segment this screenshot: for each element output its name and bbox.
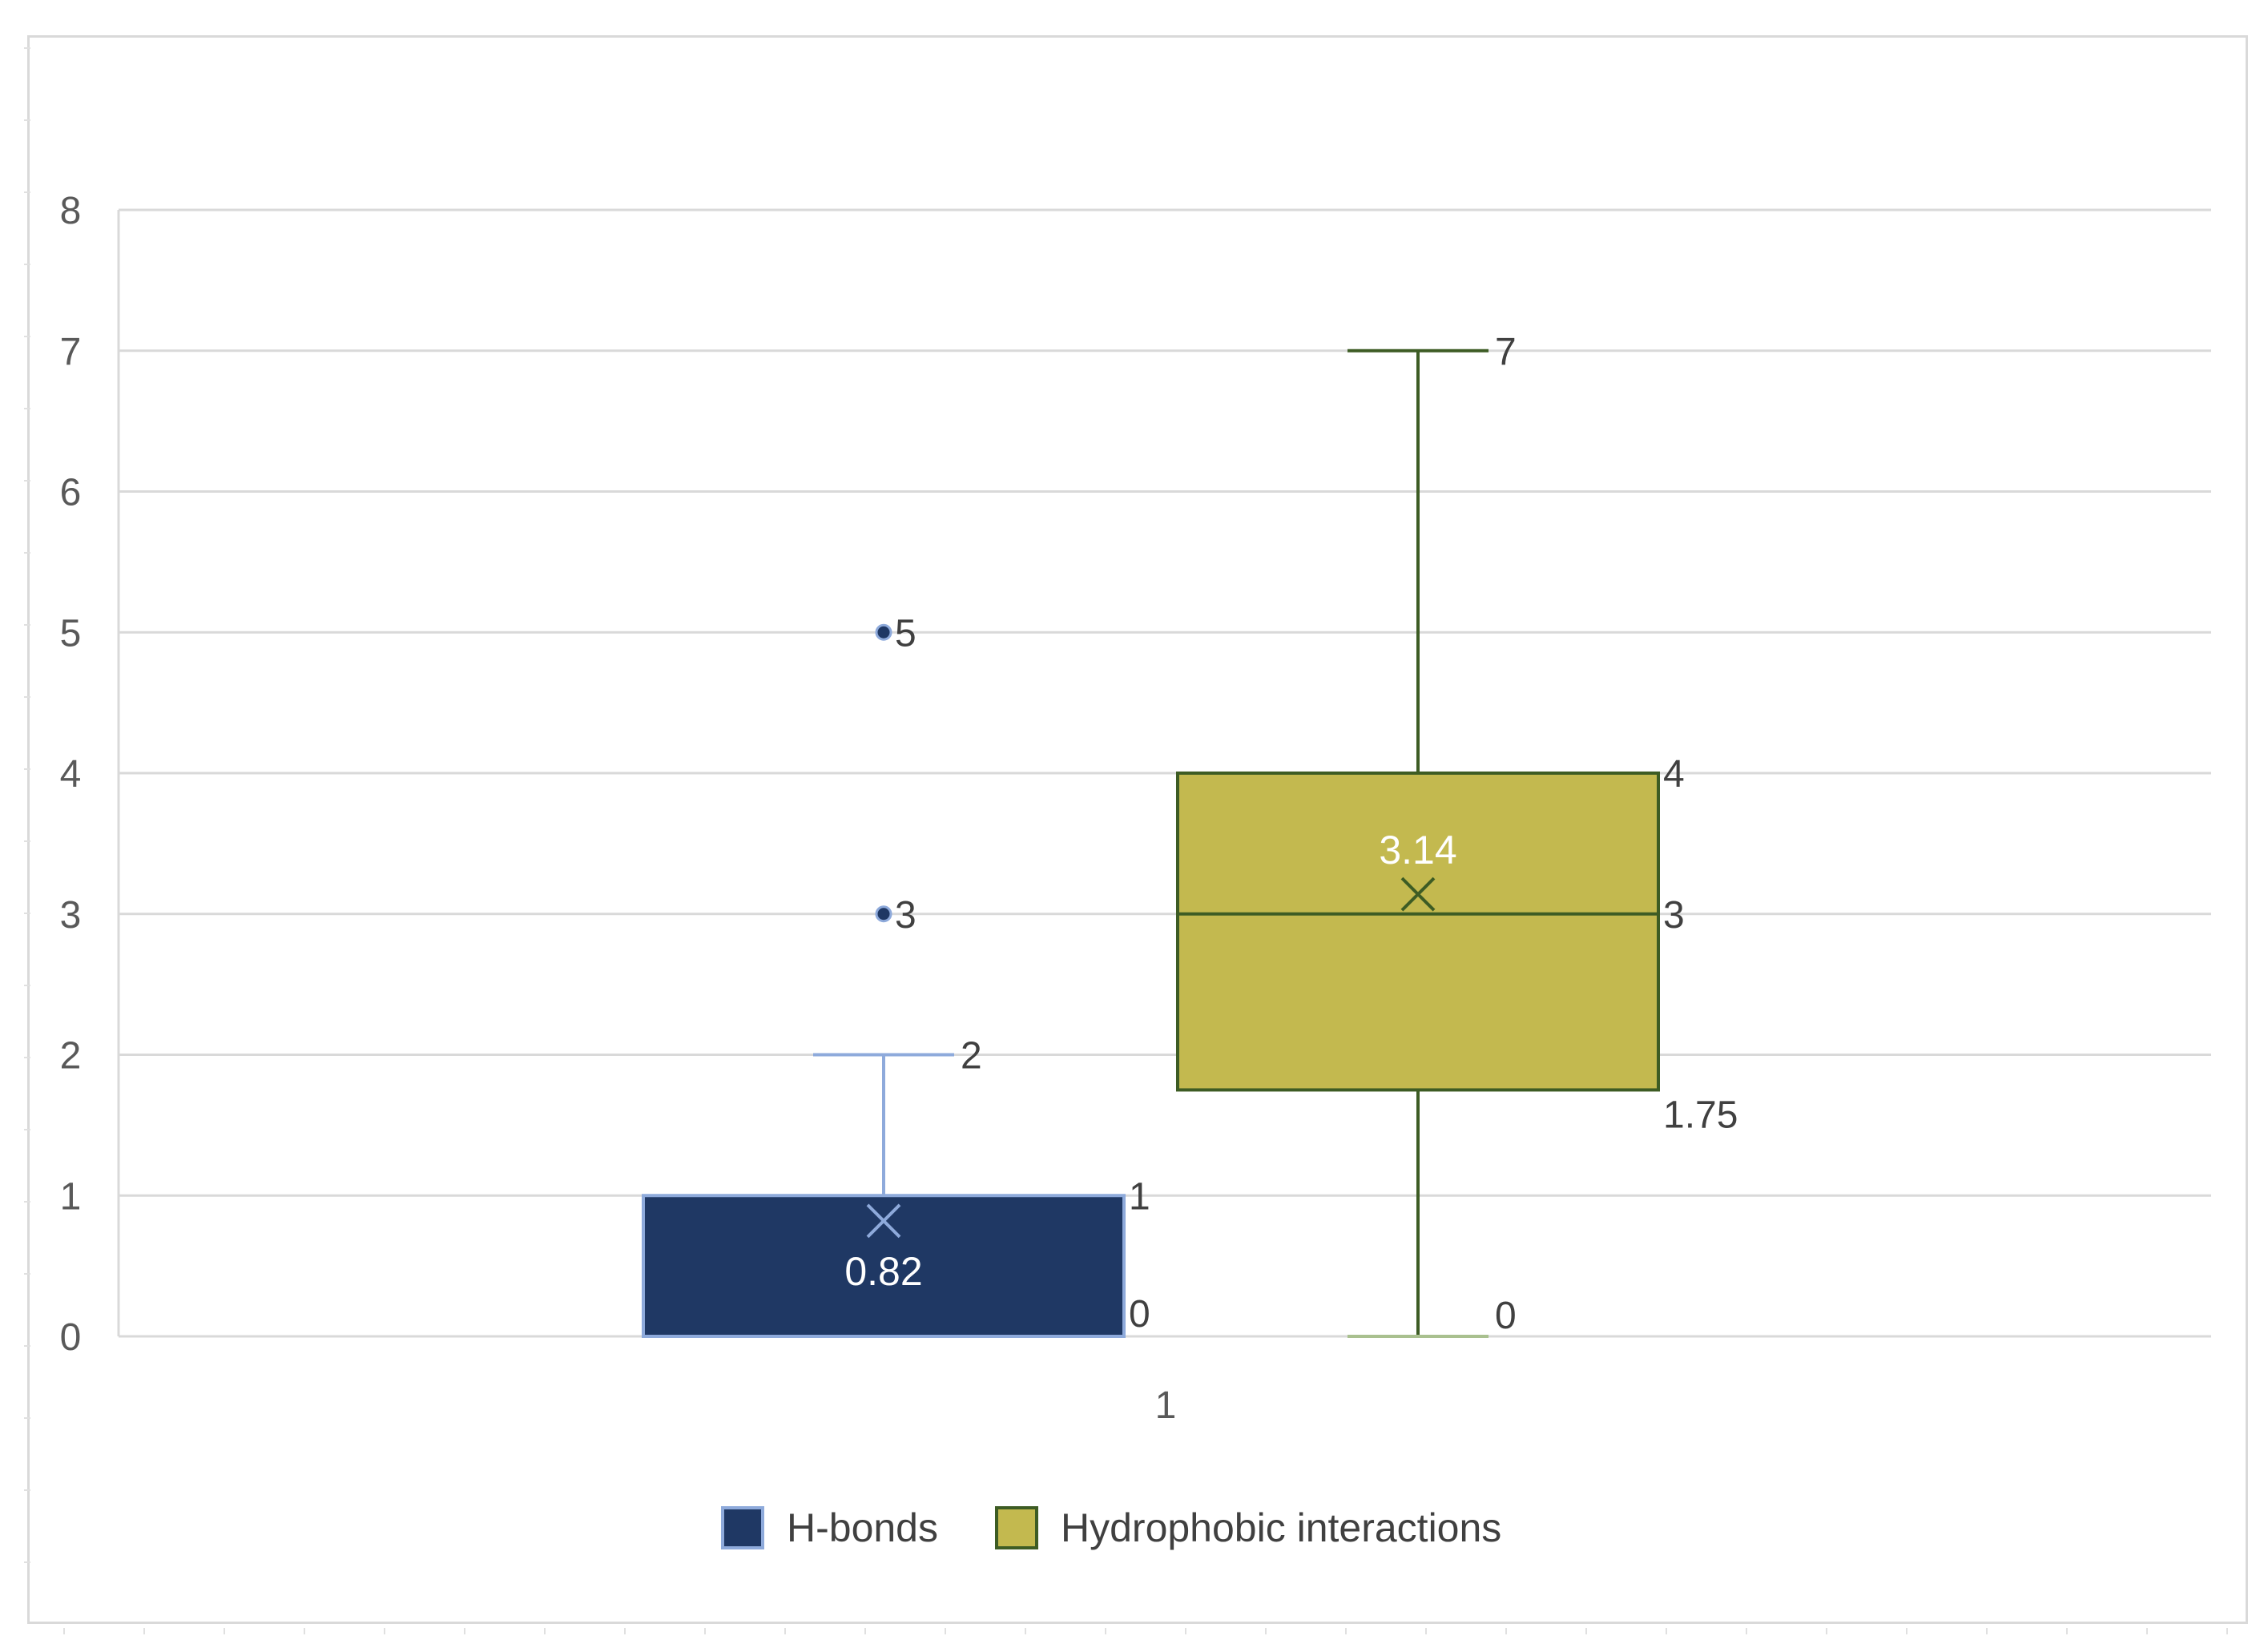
outlier-label: 5: [895, 612, 916, 655]
whisker-high-label: 2: [961, 1035, 982, 1078]
y-tick-label: 3: [60, 894, 82, 937]
min-label: 0: [1495, 1295, 1517, 1337]
mean-label: 3.14: [1379, 828, 1456, 872]
legend-swatch: [995, 1506, 1038, 1549]
y-tick-label: 1: [60, 1175, 82, 1218]
mean-label: 0.82: [844, 1249, 922, 1294]
median-label: 3: [1663, 894, 1685, 937]
y-tick-label: 8: [60, 190, 82, 232]
mean-marker: [1400, 876, 1436, 912]
y-tick-label: 0: [60, 1316, 82, 1359]
legend-label: H-bonds: [787, 1505, 938, 1550]
q3-label: 1: [1129, 1175, 1150, 1218]
q1-label: 0: [1129, 1293, 1150, 1336]
y-tick-label: 5: [60, 612, 82, 655]
outlier-label: 3: [895, 894, 916, 937]
y-tick-label: 6: [60, 472, 82, 514]
whisker-high-label: 7: [1495, 331, 1517, 373]
y-tick-label: 4: [60, 753, 82, 796]
x-tick-label: 1: [1155, 1384, 1177, 1427]
y-tick-label: 7: [60, 331, 82, 373]
outlier-point: [875, 905, 892, 923]
box: [642, 1194, 1126, 1338]
legend-swatch: [721, 1506, 764, 1549]
box: [1176, 772, 1660, 1092]
q1-label: 1.75: [1663, 1094, 1738, 1136]
legend-label: Hydrophobic interactions: [1061, 1505, 1501, 1550]
mean-marker: [866, 1203, 901, 1239]
y-tick-label: 2: [60, 1035, 82, 1078]
outlier-point: [875, 623, 892, 641]
q3-label: 4: [1663, 753, 1685, 796]
chart-area: [27, 35, 2248, 1624]
